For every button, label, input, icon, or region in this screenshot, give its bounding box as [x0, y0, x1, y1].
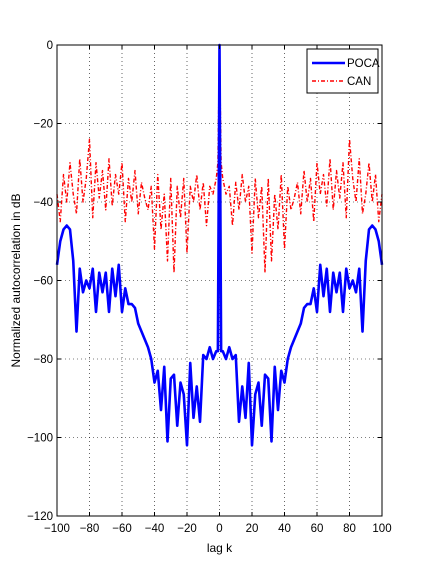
- y-tick-label: −100: [27, 433, 53, 445]
- legend-label-poca: POCA: [347, 58, 380, 70]
- y-tick-label: −80: [33, 354, 53, 366]
- x-tick-label: 20: [246, 523, 259, 535]
- x-tick-label: −100: [44, 523, 70, 535]
- x-tick-label: −60: [112, 523, 132, 535]
- x-tick-label: 40: [278, 523, 291, 535]
- series-line-can: [56, 44, 383, 274]
- x-tick-label: 60: [311, 523, 324, 535]
- x-tick-label: 100: [372, 523, 391, 535]
- x-tick-label: 80: [343, 523, 356, 535]
- y-tick-label: −20: [33, 119, 53, 131]
- y-axis-label: Normalized autocorrelation in dB: [9, 193, 23, 367]
- x-tick-label: −40: [145, 523, 165, 535]
- legend-box: [306, 48, 379, 94]
- legend: POCA CAN: [306, 48, 380, 94]
- x-tick-label: 0: [216, 523, 222, 535]
- x-tick-label: −80: [80, 523, 100, 535]
- y-tick-label: −120: [27, 511, 53, 523]
- x-tick-label: −20: [177, 523, 197, 535]
- x-axis-label: lag k: [207, 541, 233, 555]
- y-tick-label: −40: [33, 197, 53, 209]
- ticks: −100 −80 −60 −40 −20 0 20 40 60 80 100 0 −20 −40 −60 −8…: [27, 40, 392, 535]
- y-tick-label: 0: [47, 40, 53, 52]
- y-tick-label: −60: [33, 276, 53, 288]
- legend-label-can: CAN: [347, 76, 371, 88]
